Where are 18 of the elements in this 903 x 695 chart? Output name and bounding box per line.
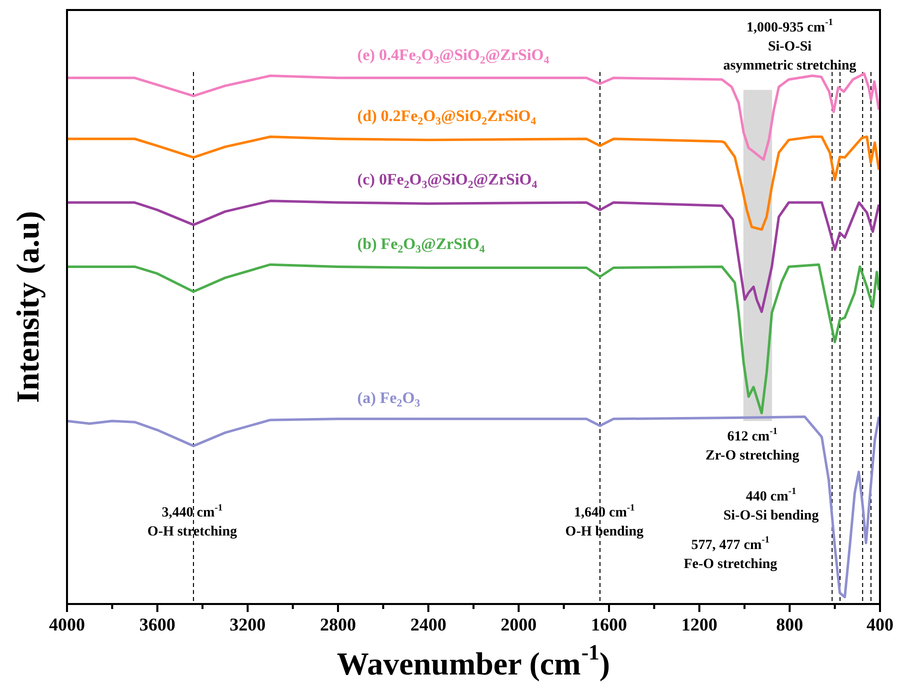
annotation: O-H bending xyxy=(565,524,644,540)
x-tick-label: 4000 xyxy=(49,614,85,635)
annotation: O-H stretching xyxy=(147,524,237,540)
x-tick-label: 800 xyxy=(776,614,804,635)
annotation: Zr-O stretching xyxy=(706,448,800,464)
text: asymmetric stretching xyxy=(723,58,856,74)
x-tick-label: 2800 xyxy=(320,614,356,635)
x-tick-label: 1200 xyxy=(681,614,718,635)
x-tick-label: 400 xyxy=(866,614,894,635)
x-tick-label: 2000 xyxy=(500,614,537,635)
annotation: Si-O-Si bending xyxy=(723,508,819,524)
x-tick-label: 2400 xyxy=(410,614,446,635)
y-axis-title: Intensity (a.u) xyxy=(9,210,46,404)
x-tick-label: 3200 xyxy=(230,614,266,635)
annotation: Fe-O stretching xyxy=(684,556,778,572)
x-tick-label: 1600 xyxy=(591,614,627,635)
text: Si-O-Si xyxy=(768,39,812,54)
x-tick-label: 3600 xyxy=(139,614,176,635)
